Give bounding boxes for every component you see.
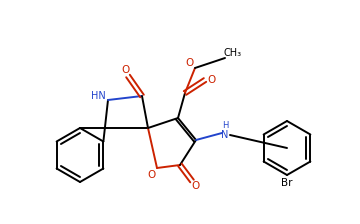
Text: CH₃: CH₃ xyxy=(224,48,242,58)
Text: N: N xyxy=(221,130,229,140)
Text: O: O xyxy=(186,58,194,68)
Text: Br: Br xyxy=(281,178,293,188)
Text: O: O xyxy=(148,170,156,180)
Text: O: O xyxy=(191,181,199,191)
Text: HN: HN xyxy=(91,91,105,101)
Text: O: O xyxy=(207,75,215,85)
Text: O: O xyxy=(122,65,130,75)
Text: H: H xyxy=(222,121,228,129)
